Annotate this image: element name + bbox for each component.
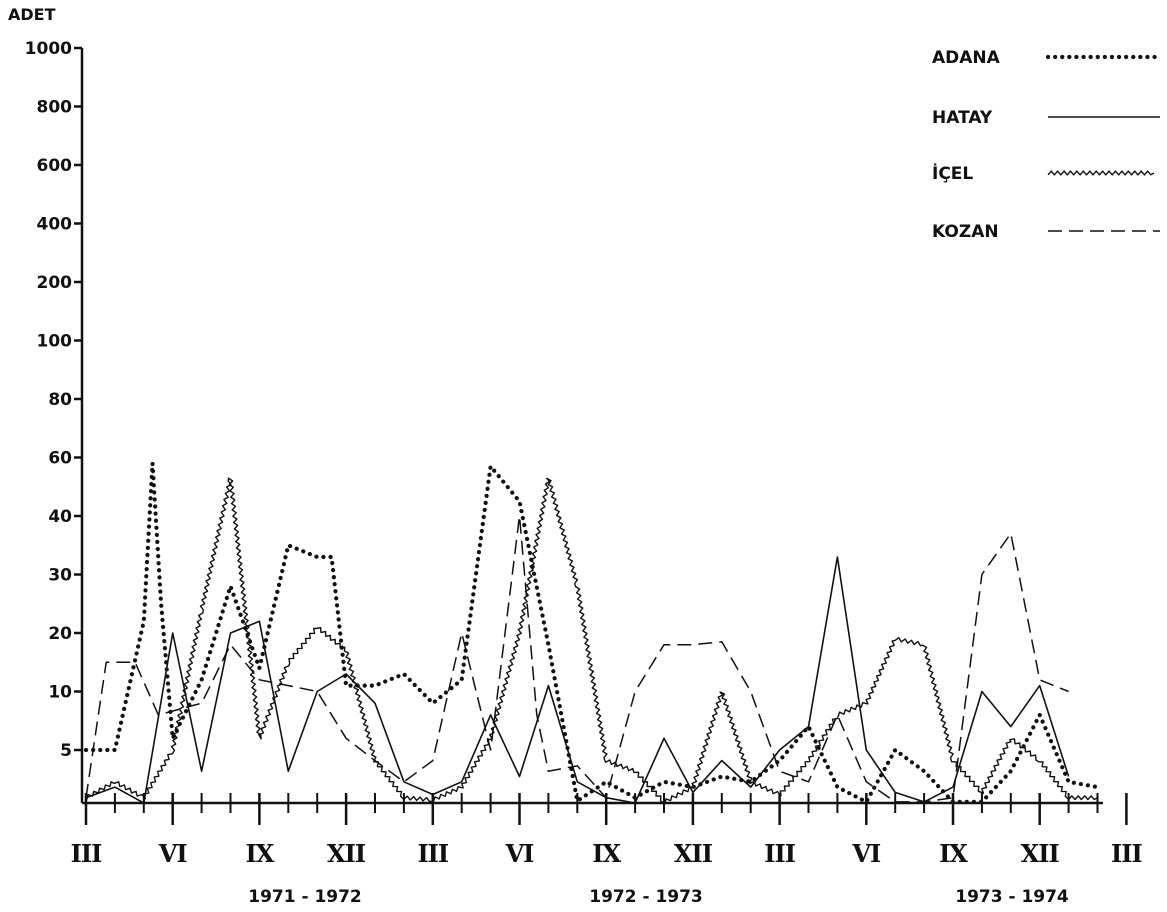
- y-tick-label: 30: [48, 566, 72, 586]
- x-month-label: IX: [245, 839, 274, 868]
- legend-swatch-iel: [1047, 170, 1155, 176]
- y-tick-label: 600: [37, 156, 73, 176]
- legend-label-adana: ADANA: [932, 48, 1001, 68]
- x-month-label: VI: [158, 839, 188, 868]
- series-line-kozan: [85, 515, 1069, 803]
- x-period-label: 1971 - 1972: [248, 887, 362, 907]
- x-month-label: VI: [505, 839, 535, 868]
- x-month-label: XII: [1021, 839, 1060, 868]
- legend-label-iel: İÇEL: [932, 162, 973, 184]
- y-tick-label: 400: [37, 215, 73, 235]
- x-month-label: XII: [327, 839, 366, 868]
- x-month-label: IX: [592, 839, 621, 868]
- series-line-iel: [86, 477, 1098, 805]
- legend-label-hatay: HATAY: [932, 108, 993, 128]
- x-month-label: III: [417, 839, 448, 868]
- chart-series: [83, 461, 1100, 805]
- y-tick-label: 80: [48, 390, 72, 410]
- x-month-label: VI: [851, 839, 881, 868]
- y-tick-label: 1000: [25, 39, 72, 59]
- x-month-label: IX: [939, 839, 968, 868]
- y-tick-label: 100: [37, 332, 73, 352]
- y-axis-title: ADET: [8, 5, 56, 24]
- y-tick-label: 5: [60, 741, 72, 761]
- x-month-label: III: [764, 839, 795, 868]
- y-tick-label: 60: [48, 449, 72, 469]
- legend-label-kozan: KOZAN: [932, 222, 999, 242]
- x-period-label: 1973 - 1974: [955, 887, 1069, 907]
- y-tick-label: 200: [37, 273, 73, 293]
- y-tick-label: 10: [48, 683, 72, 703]
- y-tick-label: 20: [48, 624, 72, 644]
- x-month-label: III: [71, 839, 102, 868]
- y-tick-label: 800: [37, 98, 73, 118]
- x-month-label: XII: [674, 839, 713, 868]
- chart-legend: ADANA HATAY İÇEL KOZAN: [932, 48, 1163, 242]
- chart-axes: 1000 800 600 400 200 100 80 60 40 30 20 10 5 III VI IX X…: [25, 39, 1144, 907]
- series-line-hatay: [85, 556, 1070, 804]
- series-line-adana: [83, 461, 1100, 804]
- x-period-label: 1972 - 1973: [589, 887, 703, 907]
- x-month-label: III: [1111, 839, 1142, 868]
- y-tick-label: 40: [48, 507, 72, 527]
